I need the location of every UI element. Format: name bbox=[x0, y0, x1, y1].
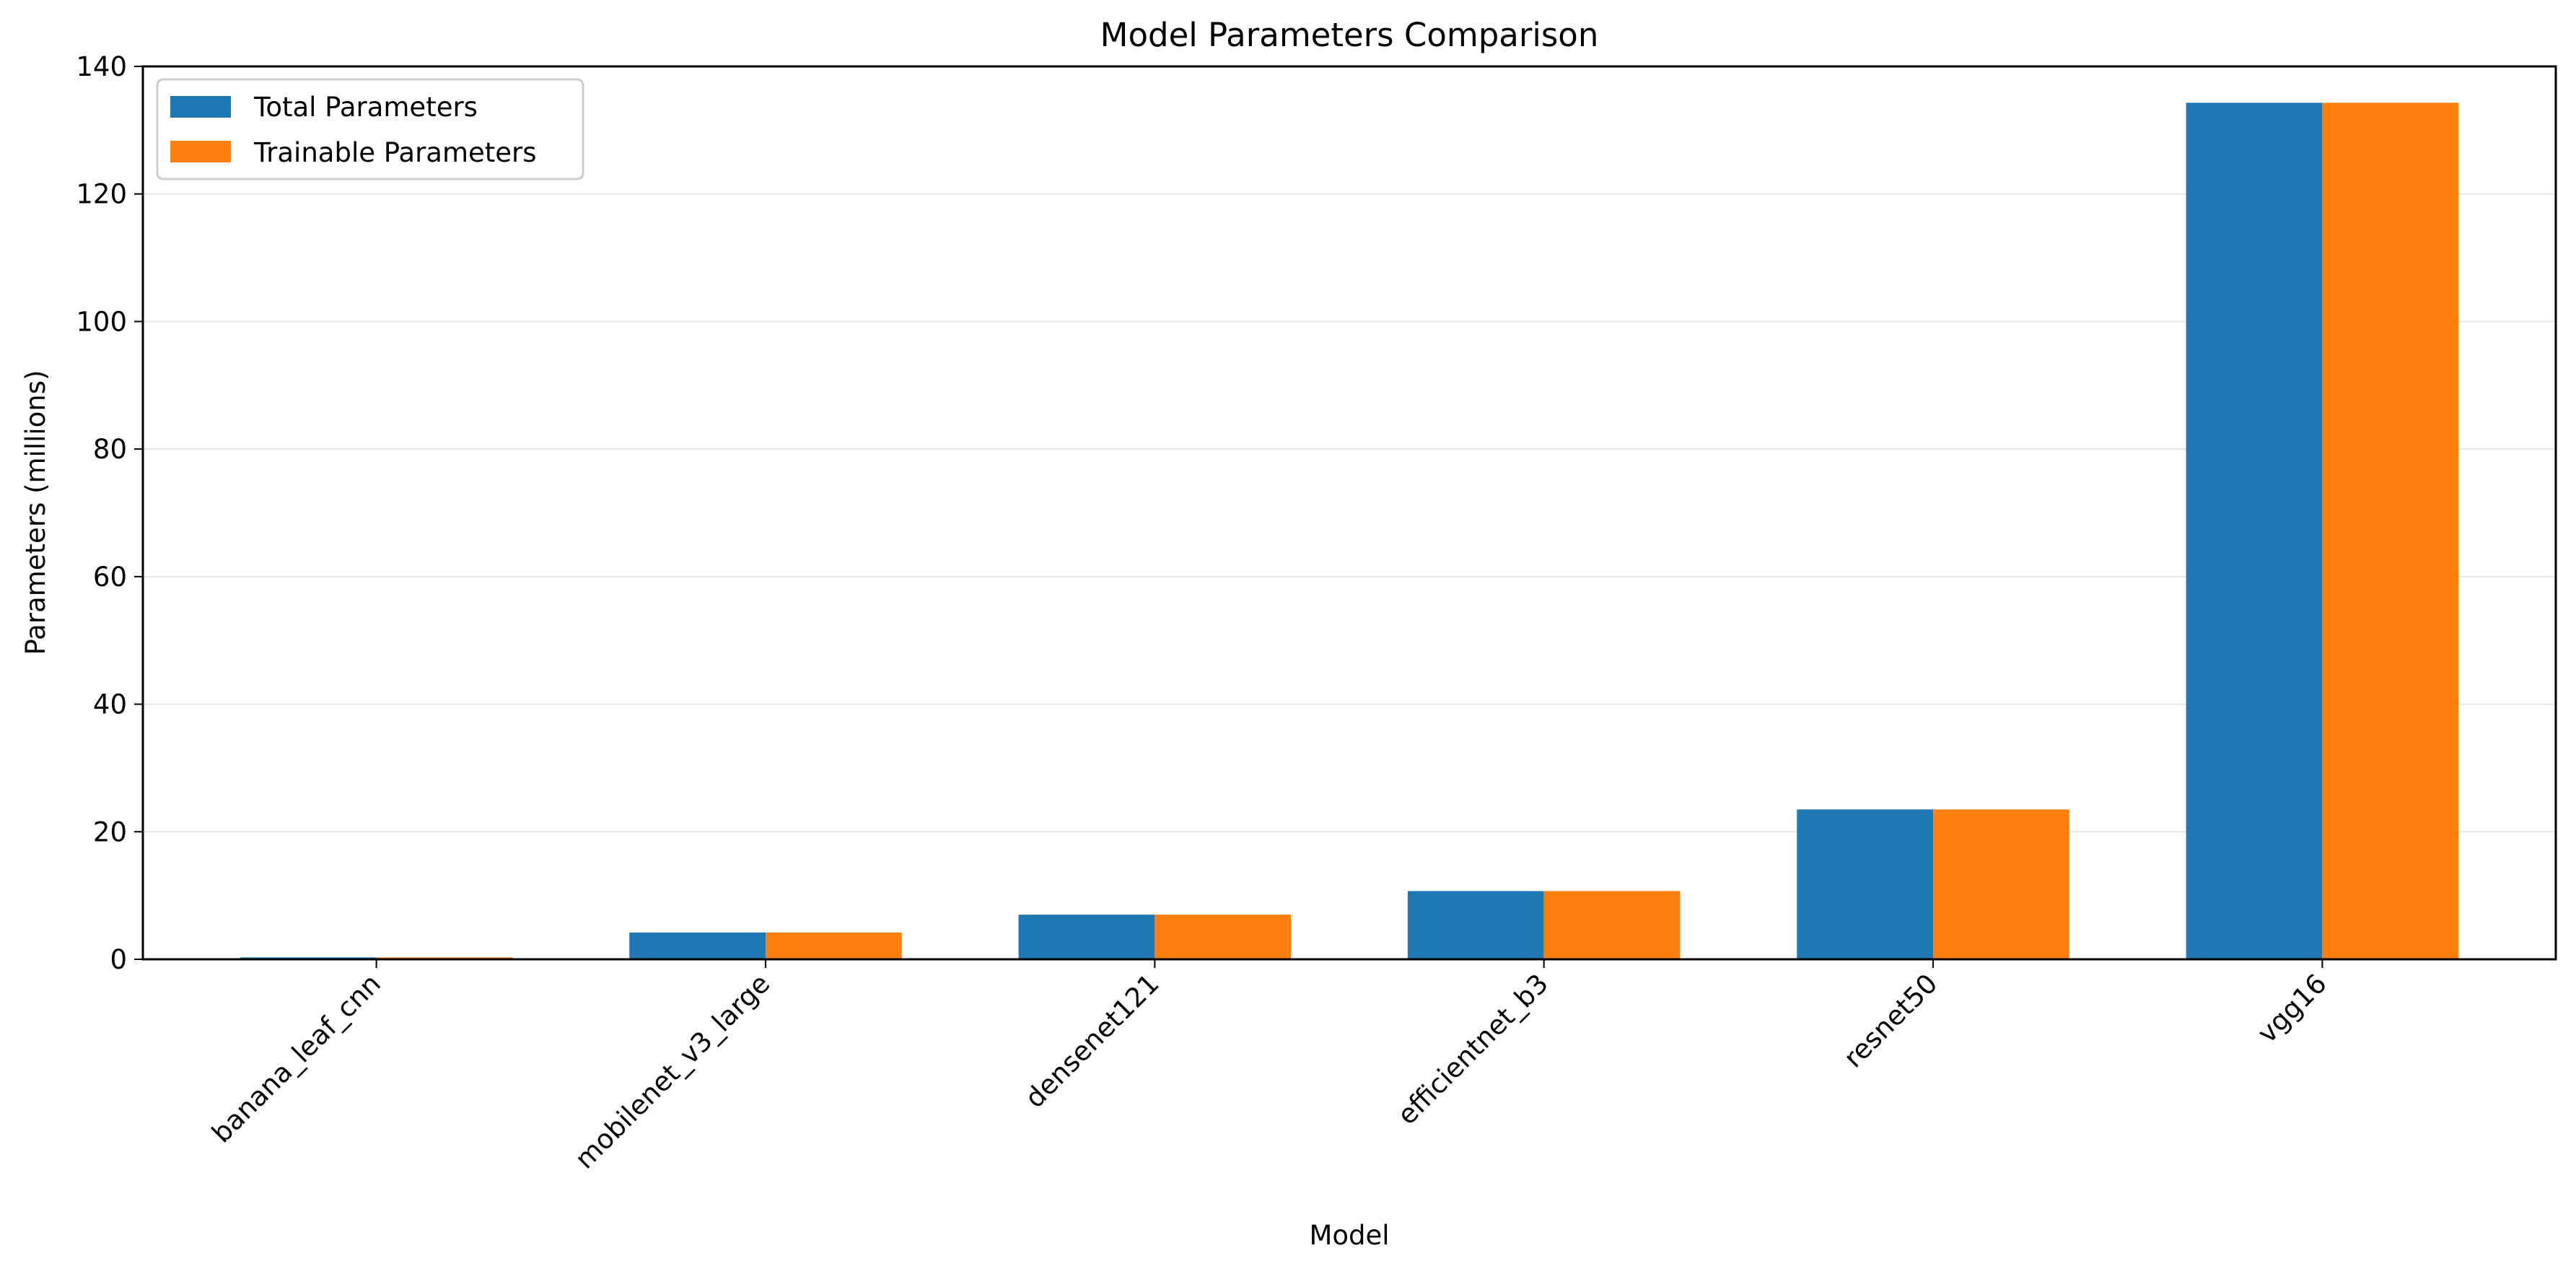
y-axis: 0 20 40 60 80 100 120 140 bbox=[76, 51, 143, 975]
x-axis-label: Model bbox=[1309, 1220, 1389, 1251]
x-tick-label-densenet121: densenet121 bbox=[1019, 968, 1165, 1114]
y-axis-label: Parameters (millions) bbox=[20, 370, 51, 655]
bar-total-parameters-vgg16 bbox=[2186, 102, 2323, 960]
bar-total-parameters-mobilenet-v3-large bbox=[629, 932, 766, 959]
x-tick-label-banana-leaf-cnn: banana_leaf_cnn bbox=[206, 968, 387, 1149]
bar-total-parameters-densenet121 bbox=[1018, 915, 1155, 959]
bar-trainable-parameters-mobilenet-v3-large bbox=[765, 932, 902, 959]
bar-trainable-parameters-vgg16 bbox=[2322, 102, 2459, 960]
bar-total-parameters-efficientnet-b3 bbox=[1407, 891, 1544, 959]
x-tick-label-efficientnet-b3: efficientnet_b3 bbox=[1391, 968, 1554, 1131]
legend-label-total-parameters: Total Parameters bbox=[253, 92, 478, 123]
bar-trainable-parameters-resnet50 bbox=[1933, 809, 2069, 959]
y-tick-label-120: 120 bbox=[76, 179, 127, 210]
chart-title: Model Parameters Comparison bbox=[1100, 16, 1599, 54]
legend-swatch-trainable-parameters bbox=[170, 141, 231, 162]
y-tick-label-140: 140 bbox=[76, 51, 127, 82]
bars bbox=[240, 102, 2459, 960]
bar-trainable-parameters-densenet121 bbox=[1155, 915, 1292, 959]
y-tick-label-0: 0 bbox=[110, 944, 127, 975]
legend-box bbox=[156, 78, 584, 180]
bar-total-parameters-resnet50 bbox=[1797, 809, 1934, 959]
legend: Total Parameters Trainable Parameters bbox=[156, 78, 584, 180]
y-tick-label-20: 20 bbox=[93, 816, 127, 847]
bar-trainable-parameters-efficientnet-b3 bbox=[1543, 891, 1681, 959]
x-tick-label-resnet50: resnet50 bbox=[1838, 968, 1944, 1074]
legend-label-trainable-parameters: Trainable Parameters bbox=[253, 137, 537, 168]
y-tick-label-60: 60 bbox=[93, 562, 127, 593]
plot-frame bbox=[141, 65, 2557, 961]
x-tick-label-mobilenet-v3-large: mobilenet_v3_large bbox=[569, 968, 776, 1175]
legend-swatch-total-parameters bbox=[170, 96, 231, 118]
x-axis: banana_leaf_cnn mobilenet_v3_large densene… bbox=[206, 959, 2333, 1175]
y-tick-label-40: 40 bbox=[93, 689, 127, 720]
y-tick-label-100: 100 bbox=[76, 306, 127, 337]
x-tick-label-vgg16: vgg16 bbox=[2251, 968, 2332, 1049]
y-tick-label-80: 80 bbox=[93, 434, 127, 465]
